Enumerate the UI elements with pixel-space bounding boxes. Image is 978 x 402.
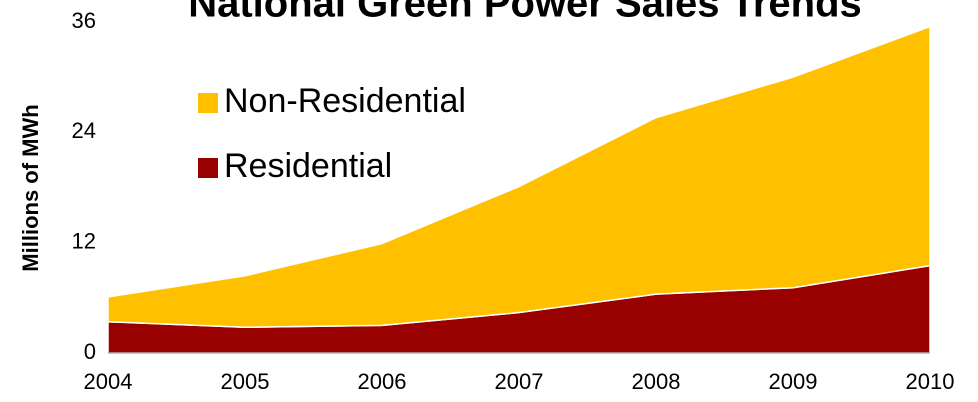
y-axis-label: Millions of MWh bbox=[18, 104, 43, 271]
x-tick-label: 2009 bbox=[769, 369, 818, 394]
y-tick-label: 12 bbox=[72, 228, 96, 253]
legend-swatch bbox=[198, 158, 218, 178]
legend-swatch bbox=[198, 93, 218, 113]
legend-label: Residential bbox=[224, 147, 392, 185]
x-tick-label: 2004 bbox=[84, 369, 133, 394]
chart-title: National Green Power Sales Trends bbox=[188, 0, 862, 26]
x-tick-label: 2005 bbox=[221, 369, 270, 394]
y-tick-label: 24 bbox=[72, 118, 96, 143]
x-tick-label: 2010 bbox=[906, 369, 955, 394]
x-tick-label: 2006 bbox=[358, 369, 407, 394]
area bbox=[107, 25, 931, 329]
y-tick-label: 0 bbox=[84, 339, 96, 364]
legend-label: Non-Residential bbox=[224, 82, 466, 120]
x-tick-label: 2008 bbox=[632, 369, 681, 394]
x-tick-label: 2007 bbox=[495, 369, 544, 394]
y-tick-label: 36 bbox=[72, 8, 96, 33]
